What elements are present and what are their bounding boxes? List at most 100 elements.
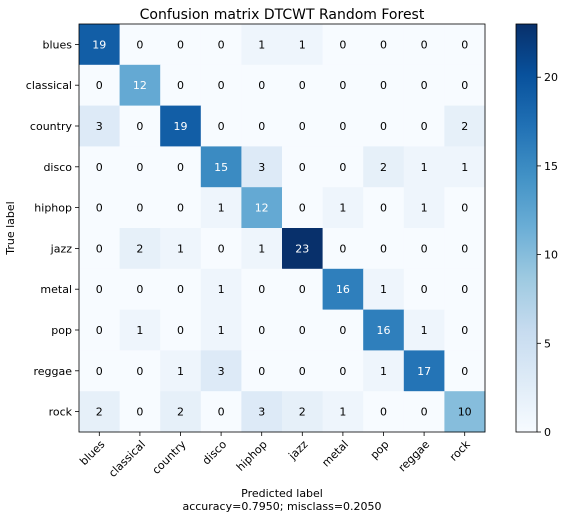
cell-value-label: 2 xyxy=(380,161,387,174)
matrix-cell-disco-disco xyxy=(200,146,242,188)
cell-value-label: 0 xyxy=(96,283,103,296)
matrix-cell-jazz-metal xyxy=(322,228,364,270)
cell-value-label: 3 xyxy=(258,161,265,174)
cell-value-label: 1 xyxy=(177,365,184,378)
cell-value-label: 0 xyxy=(339,365,346,378)
x-tick-label-classical: classical xyxy=(106,438,148,480)
matrix-cell-metal-disco xyxy=(200,268,242,311)
matrix-cell-disco-rock xyxy=(444,146,486,188)
matrix-cell-pop-country xyxy=(160,309,202,351)
matrix-cell-hiphop-jazz xyxy=(282,187,324,229)
cell-value-label: 0 xyxy=(96,324,103,337)
colorbar-tick-label: 15 xyxy=(544,160,558,173)
x-tick-label-jazz: jazz xyxy=(285,438,310,463)
cell-value-label: 0 xyxy=(136,120,143,133)
cell-value-label: 0 xyxy=(218,120,225,133)
matrix-cell-reggae-reggae xyxy=(403,350,445,392)
matrix-cell-country-jazz xyxy=(282,105,324,147)
matrix-cell-jazz-classical xyxy=(119,228,161,270)
matrix-cell-pop-rock xyxy=(444,309,486,351)
cell-value-label: 0 xyxy=(421,283,428,296)
matrix-cell-classical-blues xyxy=(79,64,121,107)
matrix-cell-metal-country xyxy=(160,268,202,311)
cell-value-label: 1 xyxy=(421,161,428,174)
matrix-cell-blues-metal xyxy=(322,24,364,66)
x-tick-label-disco: disco xyxy=(200,438,230,468)
cell-value-label: 0 xyxy=(339,242,346,255)
chart-title: Confusion matrix DTCWT Random Forest xyxy=(140,7,425,23)
cell-value-label: 0 xyxy=(96,161,103,174)
matrix-cell-reggae-jazz xyxy=(282,350,324,392)
cell-value-label: 0 xyxy=(136,406,143,419)
x-axis-label: Predicted label xyxy=(241,487,323,500)
matrix-cell-rock-hiphop xyxy=(241,391,283,433)
cell-value-label: 1 xyxy=(136,324,143,337)
cell-value-label: 0 xyxy=(218,79,225,92)
cell-value-label: 0 xyxy=(258,120,265,133)
cell-value-label: 0 xyxy=(258,365,265,378)
matrix-cell-country-pop xyxy=(363,105,405,147)
cell-value-label: 1 xyxy=(421,324,428,337)
matrix-cell-hiphop-classical xyxy=(119,187,161,229)
cell-value-label: 0 xyxy=(299,283,306,296)
cell-value-label: 0 xyxy=(461,38,468,51)
cell-value-label: 12 xyxy=(255,202,269,215)
matrix-cell-jazz-blues xyxy=(79,228,121,270)
matrix-cell-blues-rock xyxy=(444,24,486,66)
matrix-cell-metal-blues xyxy=(79,268,121,311)
matrix-cell-pop-reggae xyxy=(403,309,445,351)
cell-value-label: 0 xyxy=(461,79,468,92)
colorbar-frame xyxy=(515,23,538,433)
cell-value-label: 2 xyxy=(299,406,306,419)
cell-value-label: 0 xyxy=(421,242,428,255)
matrix-cell-rock-jazz xyxy=(282,391,324,433)
matrix-cell-blues-hiphop xyxy=(241,24,283,66)
matrix-cell-rock-disco xyxy=(200,391,242,433)
matrix-cell-hiphop-blues xyxy=(79,187,121,229)
cell-value-label: 0 xyxy=(96,202,103,215)
y-tick-label-classical: classical xyxy=(26,79,72,92)
matrix-cell-rock-rock xyxy=(444,391,486,433)
matrix-cell-classical-hiphop xyxy=(241,64,283,107)
cell-value-label: 3 xyxy=(258,406,265,419)
cell-value-label: 2 xyxy=(461,120,468,133)
matrix-cell-rock-country xyxy=(160,391,202,433)
matrix-cell-classical-classical xyxy=(119,64,161,107)
matrix-cell-blues-classical xyxy=(119,24,161,66)
cell-value-label: 0 xyxy=(299,365,306,378)
y-tick-label-pop: pop xyxy=(51,324,72,337)
matrix-cell-hiphop-disco xyxy=(200,187,242,229)
cell-value-label: 12 xyxy=(133,79,147,92)
matrix-cell-classical-country xyxy=(160,64,202,107)
y-tick-label-reggae: reggae xyxy=(33,365,72,378)
cell-value-label: 0 xyxy=(421,120,428,133)
matrix-cell-metal-rock xyxy=(444,268,486,311)
matrix-cell-disco-classical xyxy=(119,146,161,188)
x-tick-label-country: country xyxy=(150,438,189,477)
cell-value-label: 0 xyxy=(136,365,143,378)
matrix-cell-country-hiphop xyxy=(241,105,283,147)
matrix-cell-jazz-hiphop xyxy=(241,228,283,270)
y-tick-label-country: country xyxy=(30,120,73,133)
matrix-cell-jazz-disco xyxy=(200,228,242,270)
x-tick-label-hiphop: hiphop xyxy=(234,438,270,474)
cell-value-label: 0 xyxy=(299,120,306,133)
cell-value-label: 0 xyxy=(380,202,387,215)
matrix-cell-disco-country xyxy=(160,146,202,188)
cell-value-label: 23 xyxy=(295,242,309,255)
matrix-cell-blues-country xyxy=(160,24,202,66)
cell-value-label: 0 xyxy=(299,79,306,92)
cell-value-label: 3 xyxy=(96,120,103,133)
x-tick-label-pop: pop xyxy=(368,438,392,462)
matrix-cell-reggae-disco xyxy=(200,350,242,392)
cell-value-label: 0 xyxy=(461,324,468,337)
cell-value-label: 0 xyxy=(461,365,468,378)
cell-value-label: 1 xyxy=(258,38,265,51)
matrix-cell-disco-reggae xyxy=(403,146,445,188)
plot-frame xyxy=(78,23,486,433)
cell-value-label: 1 xyxy=(258,242,265,255)
colorbar-gradient xyxy=(516,24,537,432)
cell-value-label: 0 xyxy=(177,38,184,51)
colorbar-tick-label: 0 xyxy=(544,426,551,439)
cell-value-label: 0 xyxy=(299,161,306,174)
